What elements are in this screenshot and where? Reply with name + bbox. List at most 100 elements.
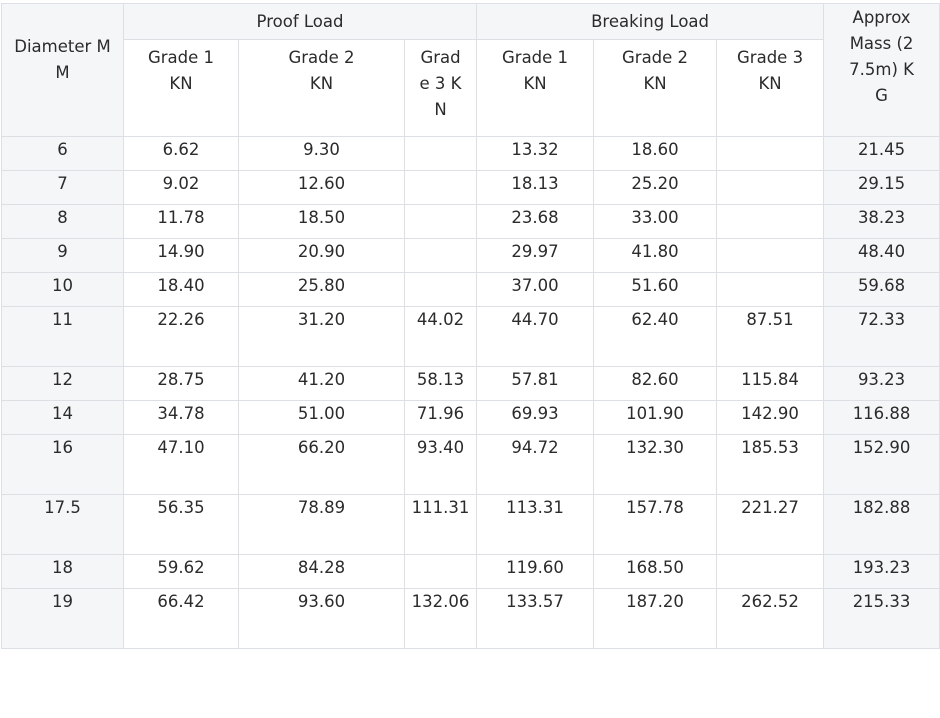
mass-cell: 48.40 [823,238,940,273]
breaking-grade-2-cell: 25.20 [593,170,718,205]
table-row: 14 34.78 51.00 71.96 69.93 101.90 142.90… [1,400,940,435]
diameter-cell: 14 [1,400,124,435]
proof-grade-2-cell: 9.30 [238,136,405,171]
diameter-cell: 7 [1,170,124,205]
breaking-grade-1-cell: 69.93 [476,400,595,435]
table-row: 19 66.42 93.60 132.06 133.57 187.20 262.… [1,588,940,649]
proof-grade-1-cell: 9.02 [123,170,239,205]
table-row: 9 14.90 20.90 29.97 41.80 48.40 [1,238,940,273]
breaking-grade-2-cell: 132.30 [593,434,718,495]
proof-grade-1-cell: 66.42 [123,588,239,649]
table-row: 10 18.40 25.80 37.00 51.60 59.68 [1,272,940,307]
mass-cell: 152.90 [823,434,940,495]
breaking-grade-3-cell [716,170,825,205]
diameter-cell: 10 [1,272,124,307]
chain-load-table: Diameter MM Proof Load Breaking Load App… [1,3,940,649]
proof-grade-2-cell: 78.89 [238,494,405,555]
breaking-grade-1-cell: 94.72 [476,434,595,495]
table-row: 8 11.78 18.50 23.68 33.00 38.23 [1,204,940,239]
proof-grade-3-cell [403,238,478,273]
proof-grade-3-cell: 71.96 [403,400,478,435]
breaking-grade-3-cell [716,204,825,239]
breaking-grade-2-cell: 101.90 [593,400,718,435]
breaking-grade-3-cell [716,272,825,307]
mass-cell: 215.33 [823,588,940,649]
proof-grade-3-cell: 58.13 [403,366,478,401]
mass-cell: 21.45 [823,136,940,171]
proof-grade-2-cell: 25.80 [238,272,405,307]
diameter-cell: 18 [1,554,124,589]
proof-grade-2-cell: 41.20 [238,366,405,401]
proof-grade-1-header: Grade 1 KN [123,39,239,137]
breaking-grade-3-cell [716,238,825,273]
proof-grade-2-cell: 93.60 [238,588,405,649]
proof-grade-1-cell: 14.90 [123,238,239,273]
proof-load-header: Proof Load [122,3,478,40]
proof-grade-2-header: Grade 2 KN [238,39,405,137]
mass-cell: 59.68 [823,272,940,307]
table-row: 17.5 56.35 78.89 111.31 113.31 157.78 22… [1,494,940,555]
breaking-grade-1-cell: 29.97 [476,238,595,273]
breaking-grade-2-cell: 51.60 [593,272,718,307]
breaking-grade-1-cell: 23.68 [476,204,595,239]
breaking-load-header: Breaking Load [476,3,825,40]
mass-cell: 193.23 [823,554,940,589]
table-row: 18 59.62 84.28 119.60 168.50 193.23 [1,554,940,589]
breaking-grade-3-cell: 115.84 [716,366,825,401]
mass-cell: 72.33 [823,306,940,367]
diameter-cell: 19 [1,588,124,649]
mass-cell: 116.88 [823,400,940,435]
table-row: 11 22.26 31.20 44.02 44.70 62.40 87.51 7… [1,306,940,367]
breaking-grade-3-cell: 221.27 [716,494,825,555]
diameter-cell: 17.5 [1,494,124,555]
breaking-grade-2-header: Grade 2 KN [593,39,718,137]
breaking-grade-3-cell [716,136,825,171]
proof-grade-3-cell: 44.02 [403,306,478,367]
mass-header: Approx Mass (27.5m) KG [823,3,940,137]
proof-grade-1-cell: 6.62 [123,136,239,171]
breaking-grade-1-cell: 37.00 [476,272,595,307]
diameter-cell: 16 [1,434,124,495]
proof-grade-2-cell: 84.28 [238,554,405,589]
diameter-cell: 6 [1,136,124,171]
table-row: 6 6.62 9.30 13.32 18.60 21.45 [1,136,940,171]
mass-cell: 38.23 [823,204,940,239]
table-row: 16 47.10 66.20 93.40 94.72 132.30 185.53… [1,434,940,495]
proof-grade-2-cell: 31.20 [238,306,405,367]
proof-grade-3-cell [403,204,478,239]
proof-grade-2-cell: 66.20 [238,434,405,495]
diameter-cell: 9 [1,238,124,273]
breaking-grade-3-cell: 87.51 [716,306,825,367]
proof-grade-1-cell: 34.78 [123,400,239,435]
proof-grade-3-cell: 111.31 [403,494,478,555]
breaking-grade-2-cell: 157.78 [593,494,718,555]
breaking-grade-2-cell: 168.50 [593,554,718,589]
proof-grade-1-cell: 11.78 [123,204,239,239]
breaking-grade-2-cell: 187.20 [593,588,718,649]
proof-grade-2-cell: 18.50 [238,204,405,239]
proof-grade-2-cell: 12.60 [238,170,405,205]
proof-grade-1-cell: 18.40 [123,272,239,307]
breaking-grade-1-cell: 113.31 [476,494,595,555]
proof-grade-1-cell: 47.10 [123,434,239,495]
diameter-cell: 8 [1,204,124,239]
breaking-grade-3-cell: 142.90 [716,400,825,435]
breaking-grade-3-header: Grade 3 KN [716,39,825,137]
proof-grade-3-cell [403,554,478,589]
proof-grade-3-cell: 132.06 [403,588,478,649]
proof-grade-3-cell [403,272,478,307]
breaking-grade-1-cell: 44.70 [476,306,595,367]
table-row: 7 9.02 12.60 18.13 25.20 29.15 [1,170,940,205]
proof-grade-2-cell: 51.00 [238,400,405,435]
proof-grade-2-cell: 20.90 [238,238,405,273]
breaking-grade-1-cell: 133.57 [476,588,595,649]
breaking-grade-3-cell [716,554,825,589]
table-row: 12 28.75 41.20 58.13 57.81 82.60 115.84 … [1,366,940,401]
proof-grade-1-cell: 59.62 [123,554,239,589]
proof-grade-3-cell [403,136,478,171]
proof-grade-1-cell: 56.35 [123,494,239,555]
proof-grade-3-header: Grade 3 KN [403,39,478,137]
mass-cell: 182.88 [823,494,940,555]
breaking-grade-2-cell: 18.60 [593,136,718,171]
breaking-grade-3-cell: 262.52 [716,588,825,649]
